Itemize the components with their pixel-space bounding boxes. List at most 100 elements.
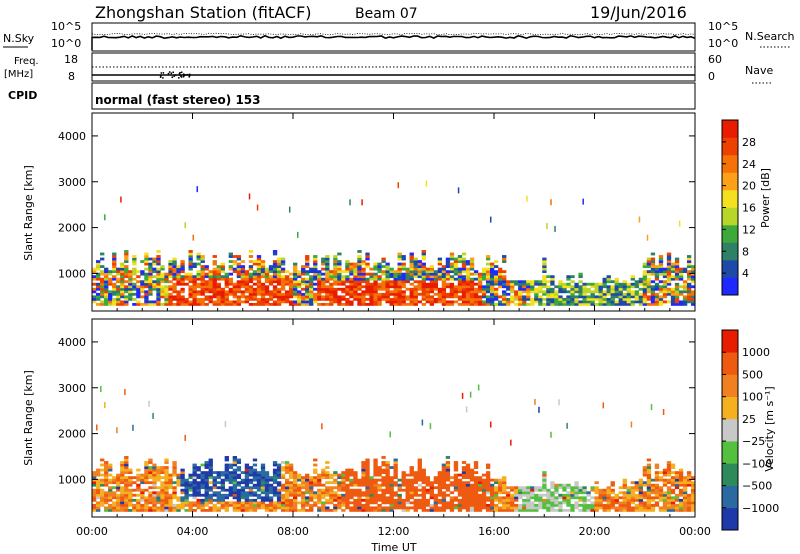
heatmap-cell [550, 295, 555, 299]
heatmap-cell [200, 260, 205, 263]
heatmap-cell [132, 257, 137, 261]
heatmap-cell [156, 300, 161, 304]
heatmap-cell [634, 300, 640, 304]
heatmap-cell [369, 501, 374, 505]
heatmap-cell [156, 275, 161, 279]
heatmap-cell [634, 282, 640, 286]
heatmap-cell [365, 282, 370, 286]
heatmap-cell [264, 508, 270, 512]
y-tick-label: 3000 [58, 382, 86, 395]
heatmap-cell [361, 493, 366, 497]
heatmap-cell [602, 302, 607, 306]
heatmap-cell [272, 476, 278, 480]
heatmap-cell [409, 491, 414, 495]
heatmap-cell [534, 280, 539, 284]
heatmap-cell [353, 272, 358, 276]
heatmap-cell [144, 461, 149, 464]
heatmap-cell [610, 297, 615, 301]
heatmap-cell [216, 493, 221, 497]
heatmap-cell [526, 493, 531, 497]
heatmap-cell [244, 481, 250, 485]
heatmap-cell [164, 486, 169, 490]
heatmap-cell [128, 503, 133, 507]
heatmap-cell [481, 277, 487, 281]
heatmap-cell [526, 282, 531, 286]
heatmap-cell [461, 270, 467, 274]
heatmap-cell [288, 466, 294, 469]
heatmap-cell [132, 287, 137, 291]
heatmap-cell [654, 277, 660, 281]
heatmap-cell [160, 280, 165, 284]
heatmap-cell [116, 272, 121, 276]
heatmap-cell [421, 501, 426, 505]
heatmap-cell [144, 272, 149, 276]
heatmap-cell [530, 285, 535, 289]
heatmap-cell [297, 280, 302, 284]
heatmap-cell [502, 260, 507, 263]
heatmap-cell [421, 252, 426, 256]
freq-dip-point [186, 73, 189, 76]
heatmap-cell [489, 285, 495, 289]
heatmap-cell [248, 250, 254, 253]
heatmap-cell [570, 280, 575, 284]
heatmap-cell [510, 280, 515, 284]
heatmap-cell [630, 302, 635, 306]
heatmap-cell [337, 265, 342, 268]
heatmap-cell [144, 468, 149, 472]
heatmap-cell [465, 295, 471, 299]
heatmap-cell [590, 503, 595, 507]
heatmap-cell [566, 496, 571, 500]
heatmap-cell [244, 468, 250, 472]
heatmap-cell [361, 471, 366, 474]
heatmap-cell [674, 493, 680, 497]
heatmap-cell [337, 496, 342, 500]
heatmap-cell [325, 292, 330, 296]
heatmap-cell [421, 257, 426, 261]
heatmap-cell [566, 295, 571, 299]
heatmap-cell [333, 270, 338, 274]
heatmap-cell [353, 488, 358, 492]
heatmap-cell [457, 498, 463, 502]
freq-label-line2: [MHz] [4, 69, 33, 80]
heatmap-cell [518, 506, 523, 510]
heatmap-cell [465, 463, 471, 467]
heatmap-cell [421, 493, 426, 497]
heatmap-cell [232, 300, 238, 304]
heatmap-cell [433, 508, 439, 512]
heatmap-cell [554, 483, 559, 487]
heatmap-cell [606, 280, 611, 284]
heatmap-cell [92, 478, 97, 482]
heatmap-cell [562, 282, 567, 286]
heatmap-cell [626, 300, 631, 304]
heatmap-cell [184, 508, 189, 512]
heatmap-cell [377, 297, 382, 301]
heatmap-cell [602, 491, 607, 495]
heatmap-cell [208, 300, 213, 304]
heatmap-cell [224, 488, 229, 492]
heatmap-cell [92, 476, 97, 480]
heatmap-cell [514, 498, 519, 502]
heatmap-cell [582, 292, 587, 296]
heatmap-cell [538, 493, 543, 497]
heatmap-cell [397, 506, 402, 510]
heatmap-cell [618, 292, 623, 296]
heatmap-cell [365, 292, 370, 296]
heatmap-cell [96, 260, 101, 263]
heatmap-cell [594, 488, 599, 492]
heatmap-cell [397, 290, 402, 294]
colorbar-tick-label: −25 [742, 435, 765, 448]
heatmap-cell [393, 481, 398, 485]
heatmap-cell [220, 501, 225, 505]
heatmap-cell [417, 476, 422, 480]
heatmap-cell [192, 468, 197, 472]
heatmap-cell [200, 498, 205, 502]
heatmap-cell [268, 501, 274, 505]
heatmap-cell [642, 280, 648, 284]
heatmap-cell [397, 285, 402, 289]
heatmap-cell [578, 272, 583, 276]
heatmap-cell [349, 483, 354, 487]
heatmap-cell [260, 275, 266, 279]
heatmap-cell [570, 506, 575, 510]
heatmap-cell [124, 488, 129, 492]
heatmap-cell [176, 272, 181, 276]
